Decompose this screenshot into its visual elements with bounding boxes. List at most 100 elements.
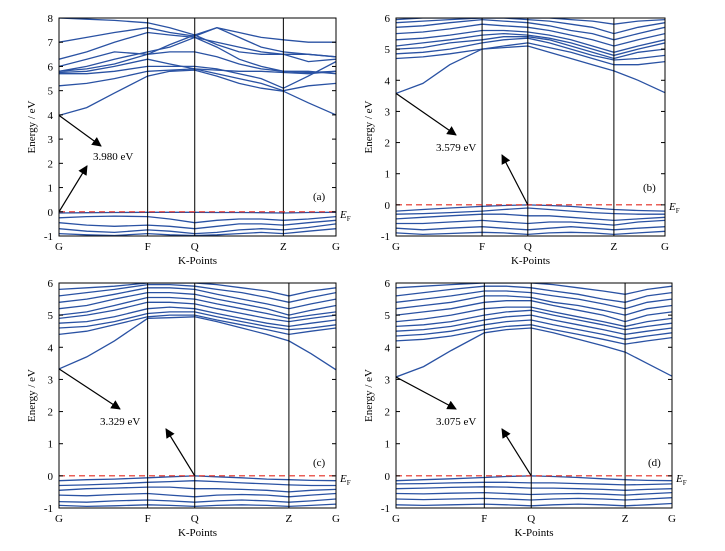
band-line (396, 290, 672, 310)
band-line (396, 475, 672, 482)
band-line (396, 18, 665, 25)
y-tick-label: 4 (385, 75, 391, 87)
gap-arrow-down (395, 376, 457, 410)
k-tick-label: G (332, 241, 340, 253)
band-line (396, 32, 665, 57)
band-line (59, 316, 336, 371)
band-line (59, 228, 336, 236)
band-line (396, 29, 665, 53)
y-tick-label: 0 (48, 471, 54, 483)
y-tick-label: -1 (381, 503, 390, 515)
band-line (396, 36, 665, 60)
y-tick-label: 5 (385, 44, 391, 56)
k-tick-label: F (481, 513, 487, 525)
gap-arrow-down (58, 114, 102, 147)
y-tick-label: 0 (385, 200, 391, 212)
panel-d: -1 0 1 2 3 4 5 6 G F Q Z G K-Points Energy / eV (d) EF 3.… (363, 278, 687, 539)
band-line (59, 503, 336, 508)
y-tick-label: 6 (385, 278, 391, 290)
band-line (396, 327, 672, 378)
k-tick-label: G (661, 241, 669, 253)
y-tick-label: 3 (48, 374, 54, 386)
x-axis-label: K-Points (178, 527, 217, 539)
fermi-label-sub: F (347, 479, 351, 487)
panel-label: (d) (648, 457, 661, 469)
fermi-label-sub: F (347, 215, 351, 223)
band-line (396, 18, 665, 35)
k-tick-label: Q (524, 241, 532, 253)
band-line (59, 291, 336, 316)
band-line (396, 45, 665, 95)
panel-c: -1 0 1 2 3 4 5 6 G F Q Z G K-Points Energy / eV (c) EF 3.… (26, 278, 351, 539)
y-axis-label: Energy / eV (26, 369, 38, 422)
band-line (59, 36, 336, 74)
fermi-label: EF (339, 473, 351, 487)
y-tick-label: 5 (385, 310, 391, 322)
y-tick-label: 6 (385, 13, 391, 25)
fermi-label: EF (675, 473, 687, 487)
y-tick-label: 7 (48, 37, 54, 49)
x-axis-label: K-Points (178, 255, 217, 267)
band-line (396, 23, 665, 47)
band-line (396, 300, 672, 323)
k-tick-label: F (145, 241, 151, 253)
band-line (59, 34, 336, 68)
y-tick-label: 5 (48, 310, 54, 322)
panel-label: (c) (313, 457, 326, 469)
k-tick-label: G (668, 513, 676, 525)
bands-a (59, 18, 336, 236)
k-tick-label: Z (286, 513, 293, 525)
plot-frame (58, 17, 337, 237)
band-line (396, 283, 672, 295)
band-line (59, 69, 336, 117)
k-tick-label: Z (611, 241, 618, 253)
band-line (396, 230, 665, 236)
band-line (396, 213, 665, 222)
band-gap-label: 3.329 eV (100, 416, 140, 428)
band-line (396, 497, 672, 501)
band-line (396, 314, 672, 336)
k-tick-label: G (392, 513, 400, 525)
y-tick-label: 1 (385, 169, 391, 181)
band-line (396, 37, 665, 61)
band-line (59, 211, 336, 214)
band-line (396, 306, 672, 328)
k-tick-label: G (55, 513, 63, 525)
y-tick-label: 2 (385, 138, 391, 150)
band-line (396, 502, 672, 507)
band-gap-label: 3.980 eV (93, 151, 133, 163)
k-tick-label: Q (527, 513, 535, 525)
band-line (396, 219, 665, 226)
band-line (396, 285, 672, 303)
band-line (59, 314, 336, 336)
k-tick-label: Q (191, 513, 199, 525)
gap-arrow-down (395, 92, 457, 136)
band-gap-label: 3.579 eV (436, 142, 476, 154)
band-line (59, 498, 336, 503)
fermi-label-sub: F (683, 479, 687, 487)
y-tick-label: 3 (385, 374, 391, 386)
band-line (396, 319, 672, 340)
k-tick-label: Q (191, 241, 199, 253)
bands-c (59, 283, 336, 508)
k-tick-label: G (55, 241, 63, 253)
band-line (59, 31, 336, 60)
y-axis-label: Energy / eV (26, 100, 38, 153)
band-line (59, 475, 336, 482)
bands-d (396, 283, 672, 507)
band-line (59, 58, 336, 75)
gap-arrow-down (58, 368, 121, 410)
panel-a: -1 0 1 2 3 4 5 6 7 8 G F Q Z G K-Points Energy / eV (a) EF… (26, 13, 351, 267)
k-tick-label: G (332, 513, 340, 525)
band-line (396, 324, 672, 345)
x-axis-label: K-Points (511, 255, 550, 267)
y-tick-label: 8 (48, 13, 54, 25)
band-line (396, 486, 672, 491)
y-tick-label: 5 (48, 86, 54, 98)
y-tick-label: -1 (44, 503, 53, 515)
y-tick-label: 2 (385, 407, 391, 419)
band-line (59, 215, 336, 224)
band-line (59, 283, 336, 297)
panel-label: (b) (643, 182, 656, 194)
plot-frame (58, 282, 337, 509)
